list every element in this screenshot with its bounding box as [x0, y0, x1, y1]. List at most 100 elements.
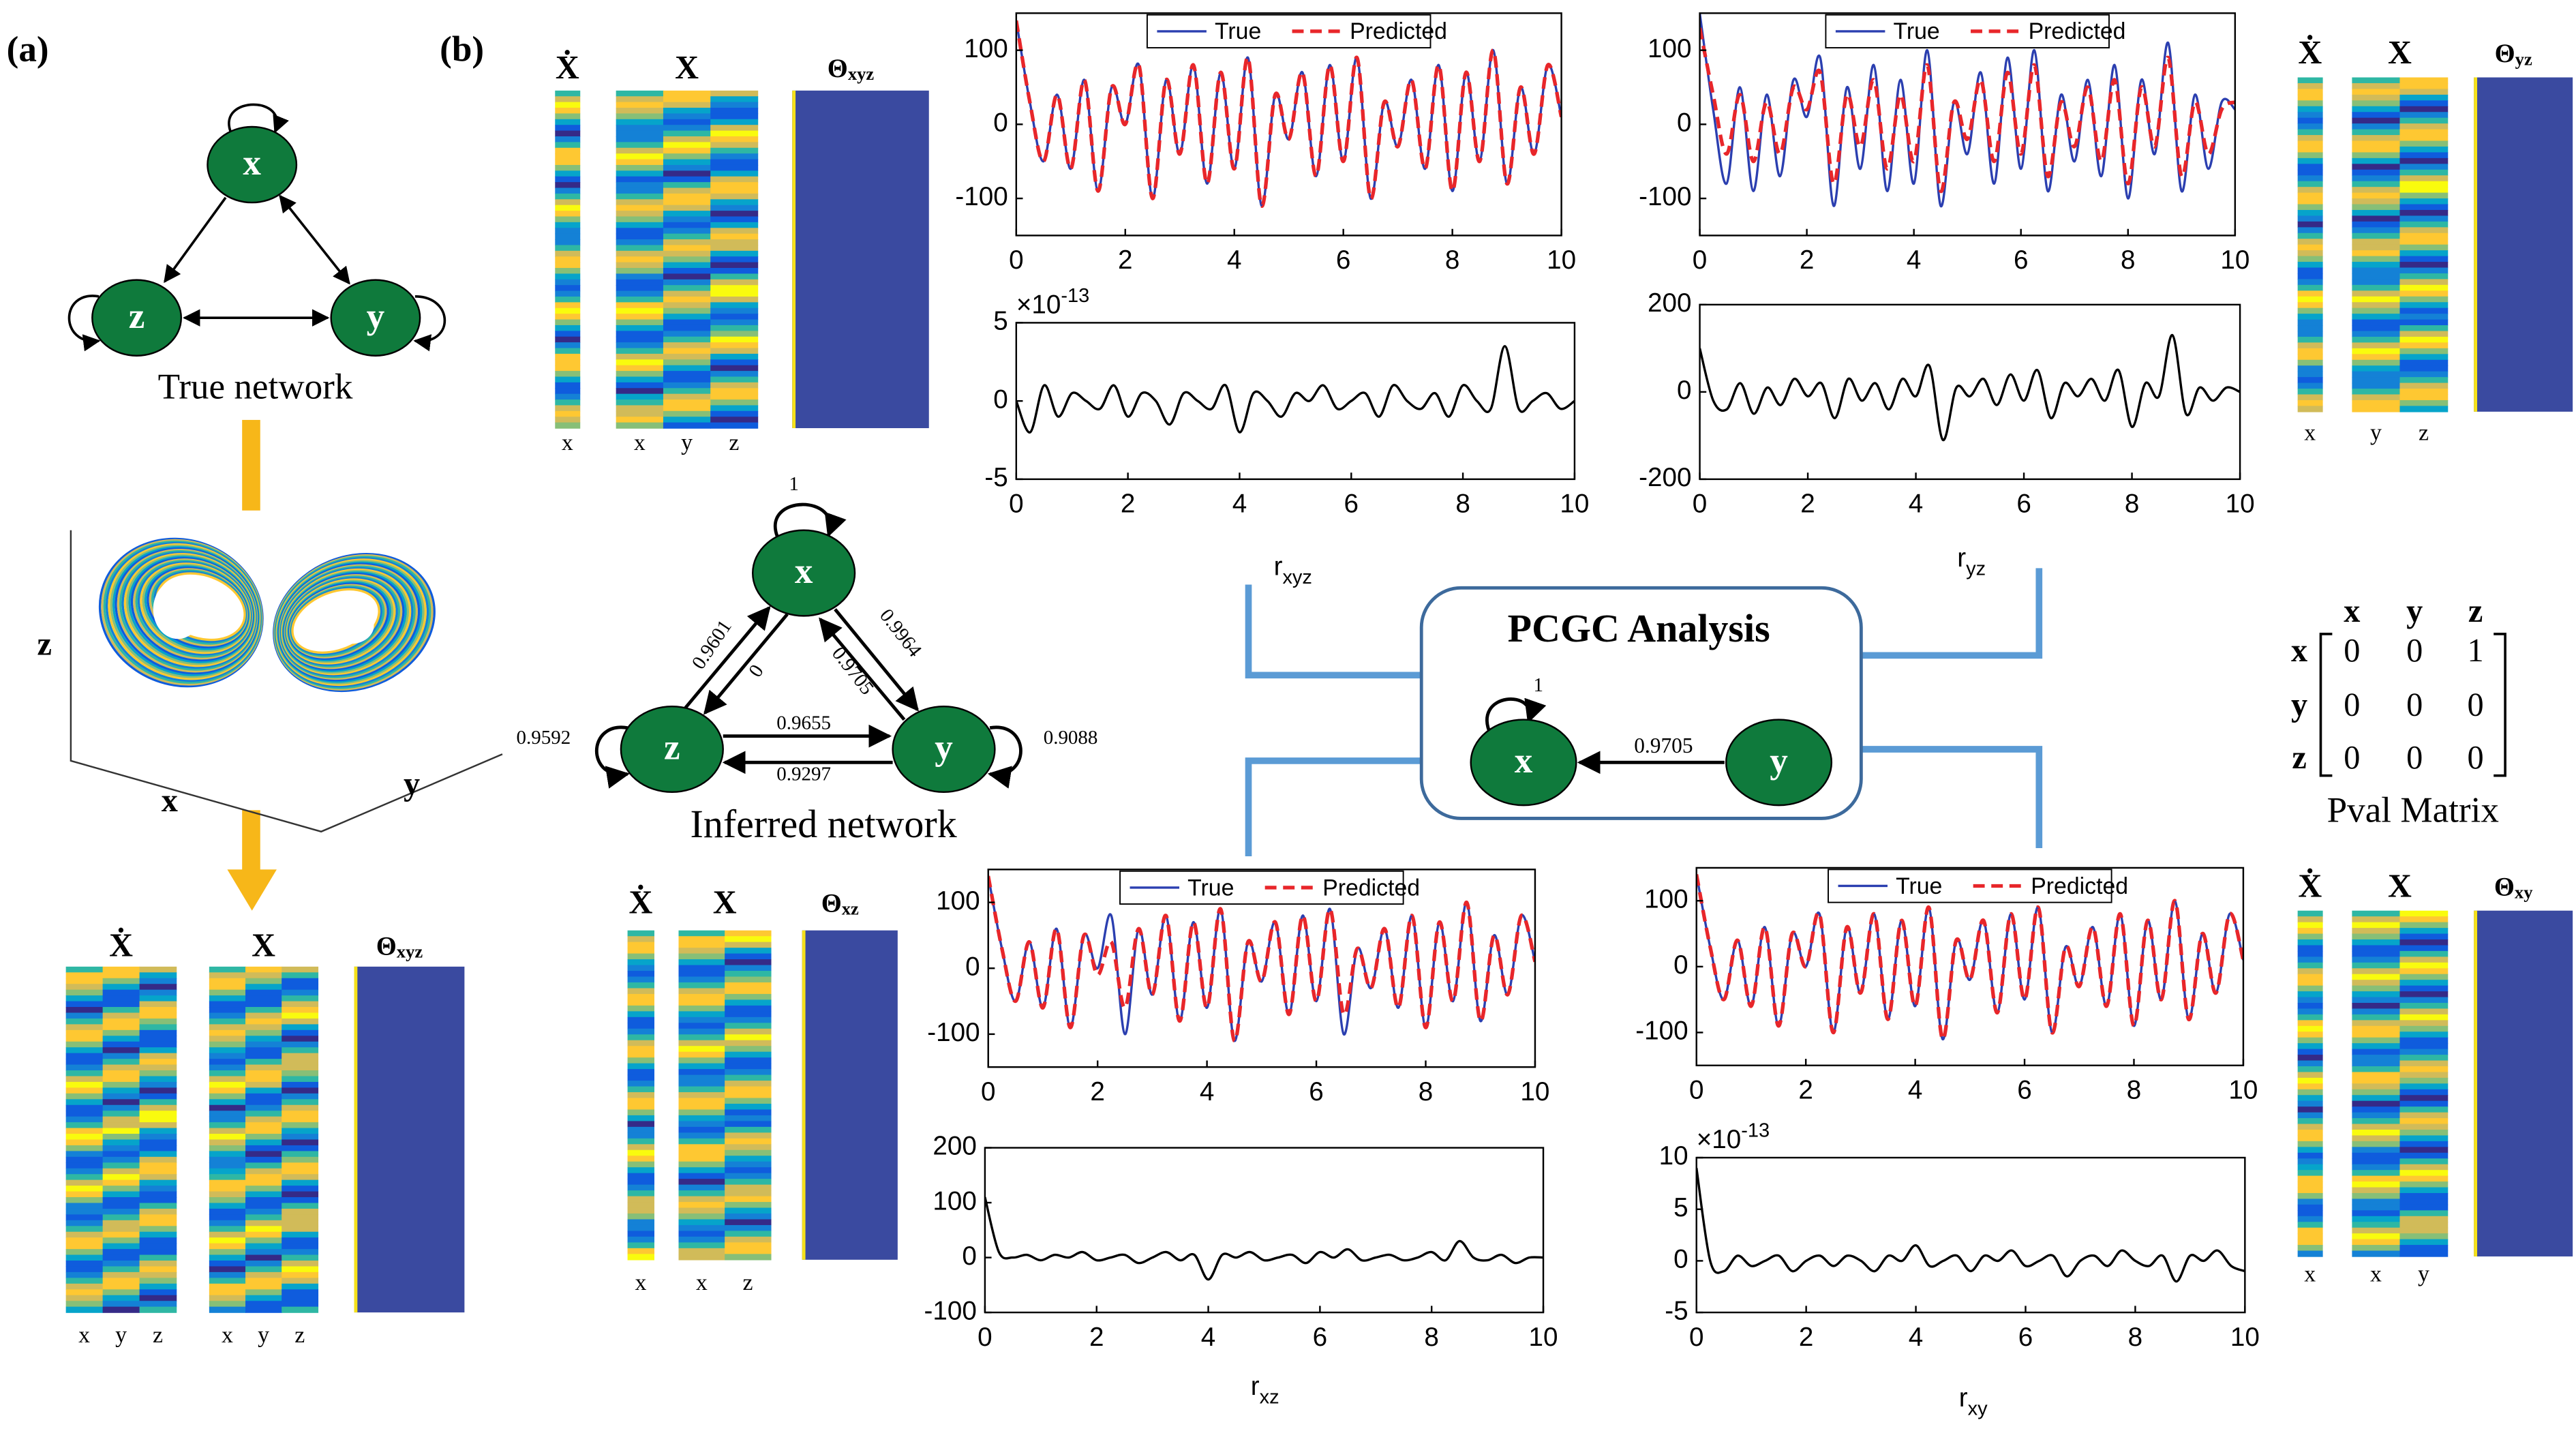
heatmap-cell — [2399, 1210, 2449, 1217]
heatmap-cell — [139, 1283, 177, 1290]
heatmap-cell — [678, 1115, 725, 1122]
heatmap-cell — [663, 119, 711, 125]
x-tick-label: 4 — [1227, 245, 1242, 275]
heatmap-cell — [2352, 169, 2401, 176]
heatmap-cell — [725, 942, 772, 948]
heatmap-cell — [616, 136, 664, 143]
heatmap-cell — [678, 959, 725, 966]
heatmap-cell — [725, 1179, 772, 1186]
heatmap-cell — [282, 1139, 319, 1146]
x-tick-label: 10 — [1529, 1323, 1558, 1352]
heatmap-cell — [282, 1018, 319, 1025]
heatmap-cell — [663, 422, 711, 429]
heatmap-cell — [2297, 1020, 2323, 1027]
heatmap-cell — [2297, 129, 2323, 136]
pval-value: 0 — [2344, 687, 2360, 723]
y-tick-label: 0 — [993, 385, 1008, 414]
heatmap-cell — [616, 102, 664, 108]
heatmap-cell — [2297, 169, 2323, 176]
heatmap-cell — [627, 1081, 654, 1087]
heatmap-cell — [2352, 314, 2401, 320]
chart: 0 2 4 6 8 10 -100 0 100 True Predicted — [1635, 867, 2258, 1105]
heatmap-cell — [2297, 1216, 2323, 1222]
column-label: x — [2304, 420, 2316, 445]
heatmap-cell — [245, 1306, 282, 1313]
heatmap-cell — [710, 371, 759, 378]
heatmap-cell — [2399, 1152, 2449, 1159]
heatmap-cell — [65, 1087, 104, 1094]
heatmap-cell — [102, 1116, 140, 1123]
heatmap-cell — [555, 393, 581, 400]
heatmap-cell — [245, 989, 282, 996]
heatmap-cell — [2352, 928, 2401, 935]
heatmap-cell — [102, 1134, 140, 1141]
heatmap-cell — [2399, 342, 2449, 349]
heatmap-cell — [2297, 106, 2323, 112]
heatmap-cell — [2297, 974, 2323, 980]
heatmap-cell — [678, 1016, 725, 1024]
heatmap-cell — [725, 1213, 772, 1220]
heatmap-cell — [2297, 1245, 2323, 1252]
heatmap-cell — [663, 256, 711, 263]
heatmap-cell — [2352, 1002, 2401, 1010]
heatmap-cell — [663, 325, 711, 332]
heatmap-cell — [2352, 382, 2401, 389]
heatmap-cell — [65, 1007, 104, 1014]
heatmap-cell — [627, 1161, 654, 1168]
heatmap-cell — [139, 995, 177, 1002]
heatmap-cell — [65, 995, 104, 1002]
heatmap-cell — [555, 371, 581, 378]
heatmap-cell — [245, 1076, 282, 1083]
heatmap-cell — [102, 1208, 140, 1216]
heatmap-cell — [282, 1041, 319, 1048]
column-label: z — [153, 1323, 163, 1348]
heatmap-cell — [139, 1168, 177, 1175]
heatmap-title: X — [252, 927, 275, 963]
heatmap-cell — [102, 1087, 140, 1094]
x-tick-label: 2 — [1121, 489, 1136, 519]
heatmap-cell — [616, 142, 664, 149]
heatmap-cell — [555, 319, 581, 326]
heatmap-cell — [65, 1231, 104, 1238]
heatmap-cell — [282, 1076, 319, 1083]
heatmap-cell — [2399, 1118, 2449, 1125]
heatmap-cell — [2399, 302, 2449, 309]
heatmap-cell — [710, 405, 759, 412]
heatmap-cell — [245, 1018, 282, 1025]
heatmap-cell — [663, 331, 711, 337]
heatmap-cell — [663, 279, 711, 286]
heatmap-cell — [282, 1029, 319, 1037]
heatmap-cell — [616, 273, 664, 280]
heatmap-cell — [102, 1295, 140, 1301]
heatmap-cell — [616, 285, 664, 292]
pval-row: z — [2292, 740, 2306, 776]
heatmap-cell — [2399, 112, 2449, 119]
heatmap-cell — [2297, 985, 2323, 992]
heatmap-cell — [139, 1231, 177, 1238]
heatmap-cell — [2352, 406, 2401, 412]
heatmap-cell — [209, 1007, 246, 1014]
heatmap-cell — [678, 1213, 725, 1220]
heatmap-cell — [725, 1196, 772, 1203]
column-label: x — [2304, 1262, 2316, 1287]
x-tick-label: 8 — [1445, 245, 1460, 275]
heatmap-cell — [725, 1236, 772, 1244]
attractor — [70, 530, 503, 833]
heatmap-cell — [2399, 354, 2449, 361]
heatmap-cell — [555, 359, 581, 366]
heatmap-cell — [209, 1214, 246, 1221]
heatmap-cell — [2297, 290, 2323, 297]
heatmap-cell — [678, 1196, 725, 1203]
heatmap-cell — [2399, 215, 2449, 222]
axis-scale: ×10-13 — [1697, 1119, 1770, 1154]
heatmap-cell — [555, 90, 581, 97]
heatmap-cell — [65, 1036, 104, 1042]
heatmap-cell — [2297, 209, 2323, 217]
heatmap-cell — [282, 978, 319, 984]
heatmap-cell — [282, 1087, 319, 1094]
heatmap-cell — [2399, 135, 2449, 142]
heatmap-cell — [2399, 1031, 2449, 1038]
heatmap-cell — [2399, 1014, 2449, 1021]
heatmap-cell — [139, 1271, 177, 1279]
